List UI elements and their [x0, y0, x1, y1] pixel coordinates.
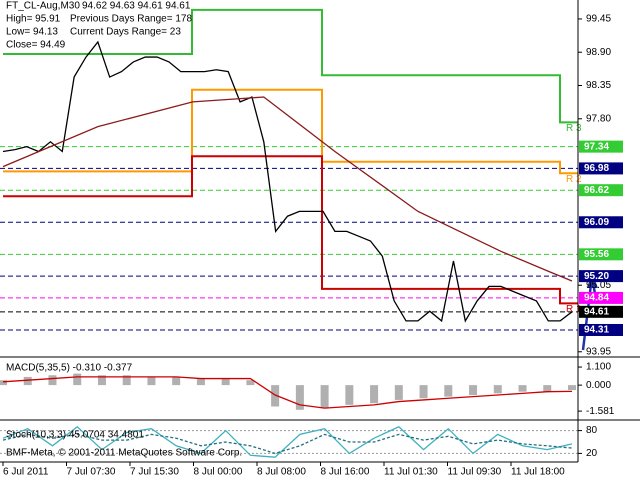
curr-range: Current Days Range= 23 — [70, 27, 181, 38]
level-label: 96.09 — [584, 217, 609, 228]
stoch-title: Stoch(10,3,3) 45.0704 34.4801 — [6, 430, 144, 441]
histogram-bar — [221, 378, 230, 386]
level-box — [579, 216, 623, 229]
symbol: FT_CL-Aug,M30 — [6, 1, 80, 12]
histogram-bar — [345, 385, 354, 405]
y-tick-label: -1.581 — [586, 406, 615, 417]
histogram-bar — [122, 375, 131, 386]
histogram-bar — [469, 385, 478, 395]
pivot-label: R 3 — [566, 123, 582, 134]
y-tick-label: 93.95 — [586, 346, 611, 357]
pivot-label: R 2 — [566, 174, 582, 185]
level-label: 96.62 — [584, 185, 609, 196]
level-label: 94.84 — [584, 293, 609, 304]
level-label: 95.20 — [584, 271, 609, 282]
histogram-bar — [196, 378, 205, 386]
y-tick-label: 98.90 — [586, 47, 611, 58]
histogram-bar — [172, 376, 181, 386]
histogram-bar — [246, 380, 255, 386]
high: High= 95.91 — [6, 14, 61, 25]
level-box — [579, 248, 623, 261]
y-tick-label: 0.000 — [586, 380, 611, 391]
low: Low= 94.13 — [6, 27, 58, 38]
pivot-label: R 1 — [566, 304, 582, 315]
series-line — [2, 376, 573, 409]
level-label: 97.34 — [584, 141, 609, 152]
histogram-bar — [394, 385, 403, 400]
histogram-bar — [419, 385, 428, 399]
y-tick-label: 99.45 — [586, 14, 611, 25]
histogram-bar — [444, 385, 453, 397]
y-tick-label: 98.35 — [586, 80, 611, 91]
y-tick-label: 20 — [586, 448, 598, 459]
histogram-bar — [543, 385, 552, 392]
histogram-bar — [370, 385, 379, 404]
x-tick-label: 7 Jul 15:30 — [130, 467, 179, 478]
x-tick-label: 8 Jul 16:00 — [321, 467, 370, 478]
level-label: 94.31 — [584, 325, 609, 336]
y-tick-label: 97.80 — [586, 113, 611, 124]
histogram-bar — [295, 385, 304, 410]
level-box — [579, 270, 623, 283]
level-box — [579, 140, 623, 153]
y-tick-label: 80 — [586, 425, 598, 436]
level-box — [579, 323, 623, 336]
y-tick-label: 95.05 — [586, 280, 611, 291]
histogram-bar — [493, 385, 502, 394]
level-box — [579, 184, 623, 197]
x-tick-label: 8 Jul 08:00 — [257, 467, 306, 478]
x-tick-label: 11 Jul 18:00 — [511, 467, 565, 478]
level-label: 94.61 — [584, 306, 609, 317]
pivot-line — [3, 8, 578, 124]
histogram-bar — [23, 376, 32, 386]
series-line — [2, 425, 573, 458]
macd-title: MACD(5,35,5) -0.310 -0.377 — [6, 363, 133, 374]
level-box — [579, 305, 623, 318]
x-tick-label: 8 Jul 00:00 — [194, 467, 243, 478]
histogram-bar — [73, 373, 82, 386]
plot-layer: R 3 R 2 R 1 — [0, 8, 582, 458]
histogram-bar — [518, 385, 527, 392]
pivot-line — [3, 155, 578, 305]
level-label: 95.56 — [584, 249, 609, 260]
prev-range: Previous Days Range= 178 — [70, 14, 192, 25]
x-tick-label: 11 Jul 09:30 — [448, 467, 502, 478]
x-tick-label: 7 Jul 07:30 — [67, 467, 116, 478]
level-box — [579, 162, 623, 175]
series-line — [2, 40, 573, 323]
histogram-bar — [568, 385, 576, 391]
series-line — [2, 433, 573, 455]
level-label: 96.98 — [584, 163, 609, 174]
series-line — [2, 96, 573, 282]
ohlc: 94.62 94.63 94.61 94.61 — [82, 1, 191, 12]
histogram-bar — [147, 376, 156, 386]
x-tick-label: 11 Jul 01:30 — [384, 467, 438, 478]
histogram-bar — [48, 375, 57, 386]
x-tick-label: 6 Jul 2011 — [3, 467, 49, 478]
histogram-bar — [320, 385, 329, 409]
copyright: BMF-Meta, © 2001-2011 MetaQuotes Softwar… — [6, 448, 242, 459]
histogram-bar — [0, 380, 7, 386]
close: Close= 94.49 — [6, 40, 66, 51]
y-tick-label: 1.100 — [586, 362, 611, 373]
histogram-bar — [271, 385, 280, 407]
level-box — [579, 291, 623, 304]
histogram-bar — [97, 375, 106, 386]
